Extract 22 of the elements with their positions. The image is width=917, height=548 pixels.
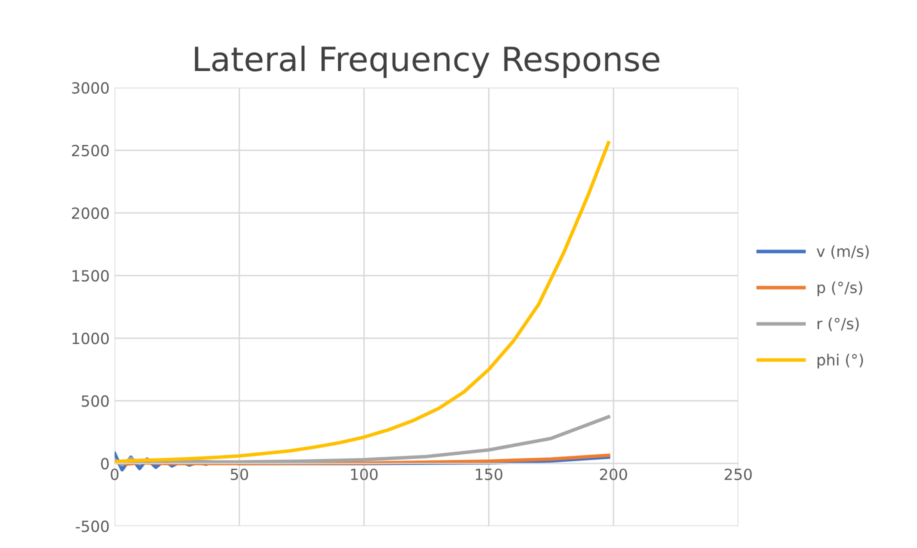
x-tick-label: 150 xyxy=(476,468,502,480)
line-series xyxy=(114,141,610,464)
y-tick-label: 1000 xyxy=(72,332,109,344)
y-tick-label: 3000 xyxy=(72,82,109,94)
legend-label: r (°/s) xyxy=(818,318,859,332)
y-tick-label: 500 xyxy=(82,395,109,407)
y-tick-label: 2500 xyxy=(72,144,109,156)
legend-label: phi (°) xyxy=(818,354,863,369)
line-series xyxy=(114,454,610,466)
line-series xyxy=(114,415,610,466)
legend-label: v (m/s) xyxy=(816,245,869,259)
x-tick-label: 0 xyxy=(110,468,118,480)
chart-title: Lateral Frequency Response xyxy=(194,46,660,78)
legend-label: p (°/s) xyxy=(818,281,862,296)
x-tick-label: 200 xyxy=(600,468,628,480)
x-tick-label: 250 xyxy=(724,468,752,480)
y-tick-label: 1500 xyxy=(72,270,109,282)
x-tick-label: 50 xyxy=(230,468,248,480)
y-tick-label: 2000 xyxy=(72,207,109,219)
y-tick-label: 0 xyxy=(101,458,109,470)
x-tick-label: 100 xyxy=(351,468,378,480)
y-tick-label: -500 xyxy=(76,520,109,532)
